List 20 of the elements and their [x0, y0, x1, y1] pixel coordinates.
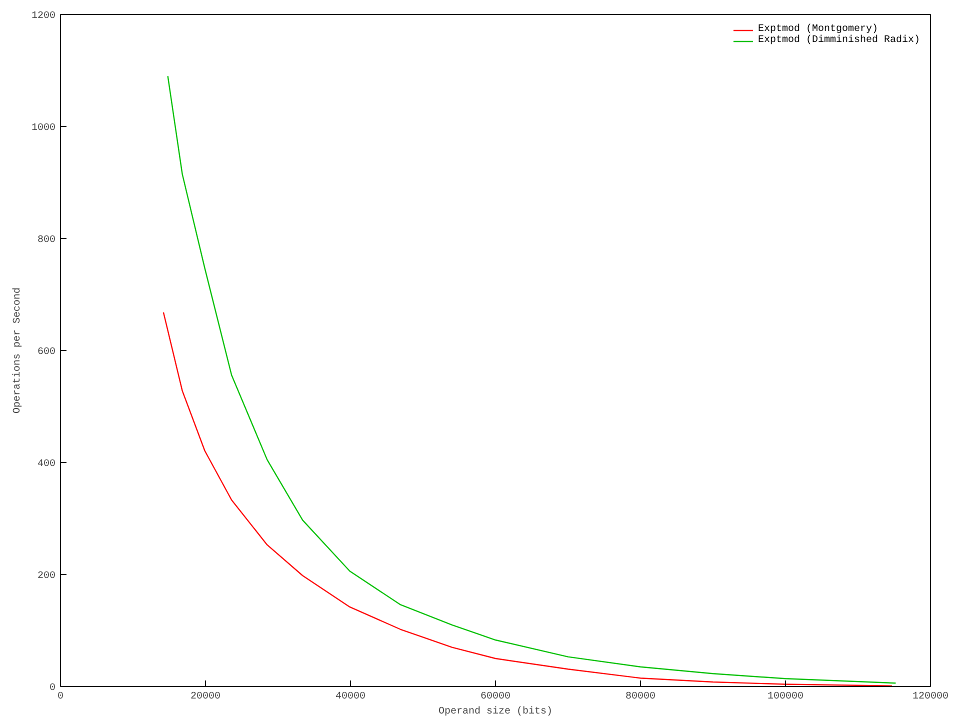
x-tick-label: 40000: [336, 692, 366, 702]
line-series: [167, 76, 896, 684]
x-tick-label: 0: [58, 692, 64, 702]
x-tick-label: 80000: [626, 692, 656, 702]
x-tick-label: 100000: [767, 692, 804, 702]
y-axis-title: Operations per Second: [11, 287, 24, 414]
legend-label: Exptmod (Dimminished Radix): [758, 35, 920, 46]
x-tick-label: 120000: [912, 692, 949, 702]
line-series: [162, 312, 893, 686]
legend-label: Exptmod (Montgomery): [758, 24, 878, 35]
x-axis-title: Operand size (bits): [438, 706, 553, 718]
y-tick-label: 600: [37, 347, 56, 358]
y-tick-label: 400: [37, 459, 56, 470]
x-tick-label: 20000: [190, 692, 221, 702]
y-tick-label: 1000: [31, 123, 56, 134]
y-tick-label: 200: [37, 571, 56, 582]
x-tick-label: 60000: [480, 692, 511, 702]
y-tick-label: 1200: [31, 11, 56, 22]
y-tick-label: 800: [37, 235, 56, 246]
y-tick-label: 0: [50, 683, 56, 694]
